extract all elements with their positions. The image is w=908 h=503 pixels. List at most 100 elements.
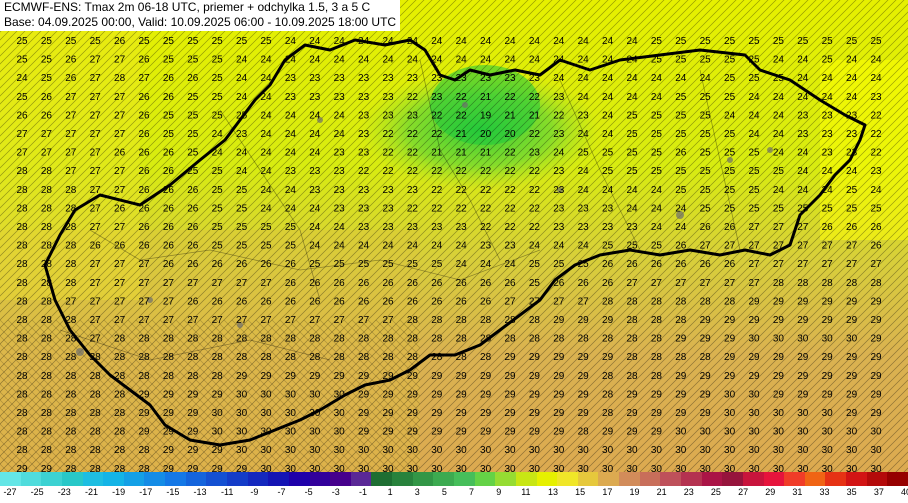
grid-value: 26 [431, 296, 443, 307]
grid-value: 24 [212, 148, 224, 159]
grid-value: 29 [407, 389, 419, 400]
grid-value: 26 [407, 278, 419, 289]
grid-value: 26 [504, 278, 516, 289]
grid-value: 30 [700, 427, 712, 438]
grid-value: 25 [163, 129, 175, 140]
grid-value: 30 [212, 408, 224, 419]
grid-value: 28 [870, 278, 882, 289]
grid-value: 30 [260, 427, 272, 438]
colorbar-label: 1 [387, 487, 393, 497]
grid-value: 27 [114, 55, 126, 66]
grid-value: 30 [870, 427, 882, 438]
grid-value: 23 [407, 185, 419, 196]
grid-value: 24 [309, 129, 321, 140]
grid-value: 29 [797, 352, 809, 363]
grid-value: 24 [553, 55, 565, 66]
grid-value: 23 [529, 148, 541, 159]
grid-value: 26 [553, 278, 565, 289]
colorbar-label: -11 [221, 487, 234, 497]
grid-value: 26 [138, 55, 150, 66]
grid-value: 24 [260, 92, 272, 103]
grid-value: 29 [773, 352, 785, 363]
grid-value: 30 [212, 427, 224, 438]
grid-value: 24 [529, 36, 541, 47]
grid-value: 25 [822, 36, 834, 47]
grid-value: 26 [309, 296, 321, 307]
grid-value: 28 [65, 315, 77, 326]
grid-value: 23 [504, 241, 516, 252]
grid-value: 28 [358, 352, 370, 363]
grid-value: 24 [602, 92, 614, 103]
grid-value: 28 [797, 278, 809, 289]
grid-value: 26 [309, 278, 321, 289]
colorbar-cell [804, 472, 826, 486]
grid-value: 19 [480, 110, 492, 121]
grid-value: 27 [504, 296, 516, 307]
grid-value: 30 [797, 445, 809, 456]
grid-value: 28 [114, 427, 126, 438]
grid-value: 27 [187, 278, 199, 289]
grid-value: 28 [675, 315, 687, 326]
grid-value: 30 [748, 427, 760, 438]
grid-value: 29 [16, 464, 28, 472]
grid-value: 28 [212, 371, 224, 382]
grid-value: 30 [822, 445, 834, 456]
grid-value: 30 [334, 427, 346, 438]
grid-value: 25 [334, 259, 346, 270]
grid-value: 29 [212, 464, 224, 472]
grid-value: 29 [285, 371, 297, 382]
grid-value: 26 [41, 92, 53, 103]
grid-value: 30 [260, 389, 272, 400]
colorbar-label: -7 [277, 487, 286, 497]
grid-value: 25 [748, 36, 760, 47]
grid-value: 30 [626, 445, 638, 456]
grid-value: 30 [260, 445, 272, 456]
grid-value: 23 [578, 110, 590, 121]
grid-value: 26 [163, 185, 175, 196]
grid-value: 29 [553, 315, 565, 326]
grid-value: 24 [285, 36, 297, 47]
grid-value: 24 [334, 222, 346, 233]
grid-value: 26 [187, 296, 199, 307]
grid-value: 28 [309, 334, 321, 345]
grid-value: 28 [16, 166, 28, 177]
grid-value: 26 [675, 259, 687, 270]
grid-value: 29 [504, 389, 516, 400]
grid-value: 30 [700, 445, 712, 456]
grid-value: 27 [358, 315, 370, 326]
grid-value: 27 [797, 259, 809, 270]
grid-value: 30 [651, 445, 663, 456]
grid-value: 28 [626, 371, 638, 382]
grid-value: 28 [236, 334, 248, 345]
grid-value: 23 [334, 148, 346, 159]
grid-value: 27 [163, 315, 175, 326]
grid-value: 28 [16, 259, 28, 270]
grid-value: 28 [382, 352, 394, 363]
grid-value: 26 [163, 203, 175, 214]
grid-value: 29 [431, 389, 443, 400]
grid-value: 27 [41, 148, 53, 159]
grid-value: 29 [700, 389, 712, 400]
colorbar-label: 35 [846, 487, 857, 497]
grid-value: 23 [822, 148, 834, 159]
grid-value: 30 [724, 408, 736, 419]
grid-value: 24 [358, 241, 370, 252]
grid-value: 30 [724, 464, 736, 472]
grid-value: 25 [212, 222, 224, 233]
grid-value: 23 [334, 73, 346, 84]
grid-value: 25 [236, 36, 248, 47]
colorbar-cell [577, 472, 599, 486]
grid-value: 22 [529, 222, 541, 233]
grid-value: 21 [504, 110, 516, 121]
grid-value: 29 [822, 296, 834, 307]
grid-value: 28 [114, 445, 126, 456]
grid-value: 25 [212, 36, 224, 47]
grid-value: 28 [41, 185, 53, 196]
grid-value: 25 [651, 55, 663, 66]
grid-value: 24 [260, 203, 272, 214]
colorbar-cell [206, 472, 228, 486]
grid-value: 28 [212, 352, 224, 363]
grid-value: 25 [675, 185, 687, 196]
grid-value: 28 [65, 389, 77, 400]
slovakia-border [43, 38, 867, 447]
